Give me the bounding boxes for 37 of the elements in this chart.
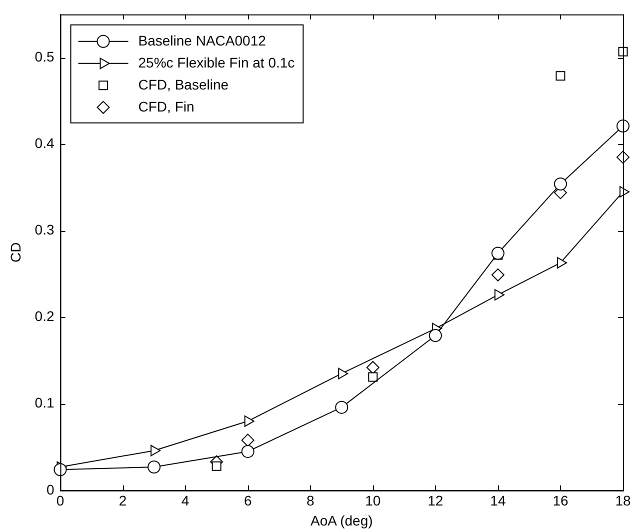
y-tick-label: 0.5: [34, 48, 54, 65]
legend-label: 25%c Flexible Fin at 0.1c: [138, 54, 295, 70]
point: [554, 178, 567, 191]
y-tick-label: 0: [46, 481, 54, 498]
y-tick-label: 0.1: [34, 394, 54, 411]
legend-label: CFD, Fin: [138, 98, 194, 114]
point: [491, 246, 504, 260]
y-tick-label: 0.4: [34, 135, 54, 152]
point: [148, 460, 161, 474]
point: [338, 368, 348, 380]
x-tick-label: 12: [428, 492, 444, 509]
point: [212, 461, 222, 471]
point: [616, 120, 630, 133]
x-axis-title: AoA (deg): [310, 512, 373, 528]
y-tick-label: 0.3: [34, 222, 54, 238]
y-tick-label: 0.2: [34, 308, 54, 324]
x-tick-label: 0: [56, 492, 64, 509]
x-tick-label: 18: [615, 492, 631, 509]
point: [620, 186, 630, 198]
point: [368, 372, 378, 382]
point: [556, 71, 566, 81]
legend-label: Baseline NACA0012: [138, 32, 266, 48]
point: [244, 415, 254, 427]
x-tick-label: 16: [552, 492, 568, 509]
point: [556, 257, 567, 268]
x-tick-label: 2: [118, 492, 127, 509]
point: [335, 400, 348, 414]
x-tick-label: 4: [181, 492, 190, 509]
x-tick-label: 10: [365, 492, 381, 509]
y-axis-title: CD: [7, 242, 24, 263]
x-tick-label: 14: [490, 492, 506, 509]
x-tick-label: 6: [244, 492, 252, 509]
legend-label: CFD, Baseline: [138, 76, 229, 92]
point: [150, 444, 161, 456]
point: [494, 289, 504, 301]
x-tick-label: 8: [306, 492, 314, 509]
point: [428, 328, 442, 342]
